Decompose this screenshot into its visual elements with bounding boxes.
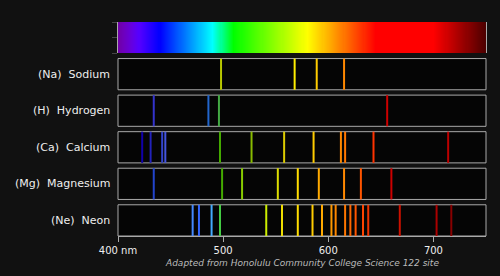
svg-text:600: 600 xyxy=(319,245,338,256)
svg-text:400 nm: 400 nm xyxy=(99,245,137,256)
svg-text:(Mg) Magnesium: (Mg) Magnesium xyxy=(15,177,110,190)
svg-text:(Ca) Calcium: (Ca) Calcium xyxy=(36,141,110,154)
svg-text:Adapted from Honolulu Communit: Adapted from Honolulu Community College … xyxy=(165,258,439,268)
svg-text:500: 500 xyxy=(214,245,233,256)
svg-text:700: 700 xyxy=(424,245,443,256)
svg-text:(Na) Sodium: (Na) Sodium xyxy=(38,68,110,81)
svg-text:(Ne) Neon: (Ne) Neon xyxy=(51,214,110,227)
svg-text:(H) Hydrogen: (H) Hydrogen xyxy=(33,104,110,117)
